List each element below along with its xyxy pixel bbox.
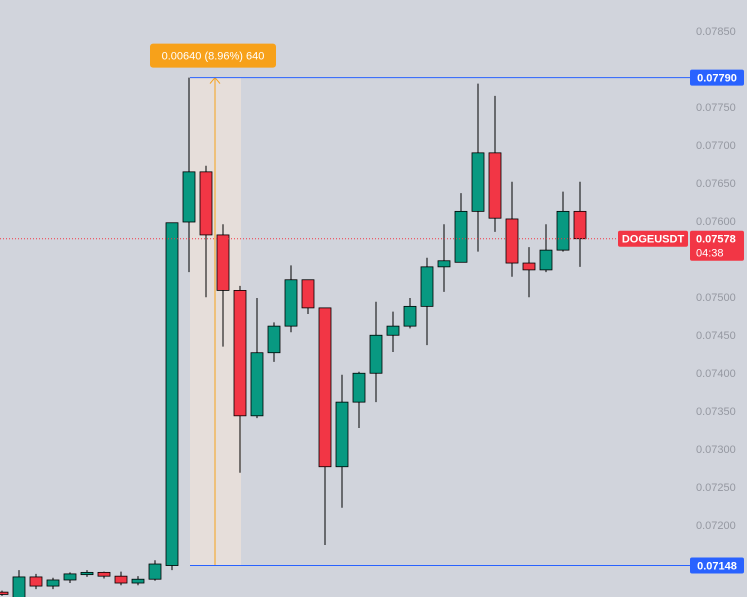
candle-body bbox=[301, 279, 315, 309]
candle-body bbox=[335, 401, 349, 468]
candle-body bbox=[233, 290, 247, 417]
symbol-label: DOGEUSDT bbox=[622, 234, 685, 246]
candle-body bbox=[522, 262, 536, 271]
y-tick-label: 0.07750 bbox=[696, 102, 736, 114]
measure-label: 0.00640 (8.96%) 640 bbox=[162, 51, 265, 63]
candle-body bbox=[97, 571, 111, 577]
countdown-label: 04:38 bbox=[696, 248, 724, 260]
range-label: 0.07148 bbox=[697, 560, 737, 572]
y-tick-label: 0.07400 bbox=[696, 368, 736, 380]
y-tick-label: 0.07600 bbox=[696, 216, 736, 228]
candle-body bbox=[165, 222, 179, 566]
candle-body bbox=[12, 576, 26, 597]
y-tick-label: 0.07450 bbox=[696, 330, 736, 342]
range-label-box bbox=[690, 69, 744, 86]
candle-body bbox=[403, 305, 417, 327]
candle-body bbox=[420, 266, 434, 307]
candle-body bbox=[573, 210, 587, 240]
y-tick-label: 0.07500 bbox=[696, 292, 736, 304]
last-price-label: 0.07578 bbox=[696, 234, 736, 246]
candle-body bbox=[46, 579, 60, 587]
symbol-box bbox=[618, 230, 688, 247]
candle-body bbox=[29, 576, 43, 587]
y-tick-label: 0.07650 bbox=[696, 178, 736, 190]
candle-body bbox=[250, 352, 264, 417]
candle-body bbox=[539, 249, 553, 271]
candle-body bbox=[80, 571, 94, 576]
range-label: 0.07790 bbox=[697, 73, 737, 85]
measure-label-box bbox=[150, 43, 276, 68]
candle-body bbox=[182, 171, 196, 223]
candle-body bbox=[0, 591, 9, 595]
candle-body bbox=[131, 578, 145, 584]
candle-body bbox=[114, 575, 128, 584]
candle-body bbox=[454, 210, 468, 263]
y-tick-label: 0.07300 bbox=[696, 444, 736, 456]
candle-body bbox=[216, 234, 230, 291]
candle-body bbox=[267, 325, 281, 354]
candle-body bbox=[369, 334, 383, 374]
candle-body bbox=[471, 152, 485, 212]
y-tick-label: 0.07350 bbox=[696, 406, 736, 418]
y-tick-label: 0.07700 bbox=[696, 140, 736, 152]
candle-body bbox=[199, 171, 213, 236]
candle-body bbox=[386, 325, 400, 336]
candle-body bbox=[352, 372, 366, 403]
candle-body bbox=[284, 279, 298, 327]
candle-body bbox=[318, 307, 332, 468]
last-price-box bbox=[690, 230, 744, 261]
y-tick-label: 0.07850 bbox=[696, 26, 736, 38]
candle-body bbox=[488, 152, 502, 219]
candle-body bbox=[63, 573, 77, 581]
y-tick-label: 0.07200 bbox=[696, 520, 736, 532]
range-label-box bbox=[690, 557, 744, 574]
candle-body bbox=[437, 260, 451, 268]
candle-body bbox=[556, 210, 570, 251]
y-tick-label: 0.07250 bbox=[696, 482, 736, 494]
candle-body bbox=[148, 563, 162, 580]
candle-body bbox=[505, 218, 519, 264]
